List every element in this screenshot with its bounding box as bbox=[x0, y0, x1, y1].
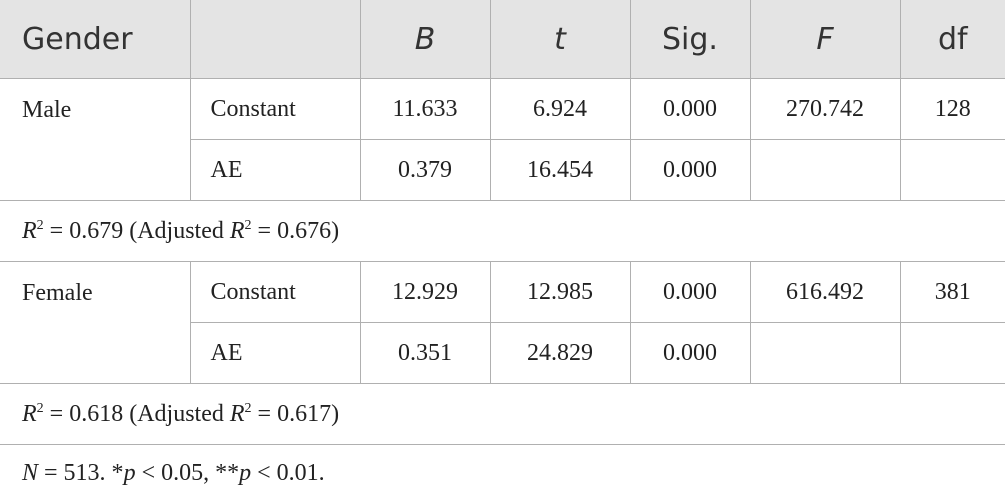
header-cell: t bbox=[489, 0, 631, 79]
text-part: p bbox=[239, 460, 252, 486]
text-part: R bbox=[22, 400, 37, 427]
value-cell: 12.929 bbox=[359, 261, 491, 323]
value-cell: 0.000 bbox=[629, 261, 751, 323]
gender-cell: Male bbox=[0, 78, 191, 201]
value-cell: 616.492 bbox=[749, 261, 901, 323]
value-cell: 11.633 bbox=[359, 78, 491, 140]
value-cell: 381 bbox=[899, 261, 1005, 323]
text-part: N bbox=[22, 460, 39, 486]
value-cell: 0.379 bbox=[359, 139, 491, 201]
text-part: 2 bbox=[244, 217, 252, 233]
gender-cell: Female bbox=[0, 261, 191, 384]
empty-cell bbox=[749, 322, 901, 384]
value-cell: 0.000 bbox=[629, 139, 751, 201]
value-cell: 128 bbox=[899, 78, 1005, 140]
value-cell: 12.985 bbox=[489, 261, 631, 323]
value-cell: 0.000 bbox=[629, 78, 751, 140]
table-body: Male Constant 11.633 6.924 0.000 270.742 128 AE… bbox=[0, 78, 1005, 445]
value-cell: 16.454 bbox=[489, 139, 631, 201]
text-part: 2 bbox=[244, 400, 252, 416]
header-cell: B bbox=[359, 0, 491, 79]
summary-cell: R2 = 0.618 (Adjusted R2 = 0.617) bbox=[0, 383, 1005, 445]
header-cell-blank bbox=[189, 0, 361, 79]
text-part: 2 bbox=[36, 217, 44, 233]
data-row: Female Constant 12.929 12.985 0.000 616.492 38… bbox=[0, 261, 1005, 384]
value-cell: 0.000 bbox=[629, 322, 751, 384]
summary-cell: R2 = 0.679 (Adjusted R2 = 0.676) bbox=[0, 200, 1005, 262]
data-row: Male Constant 11.633 6.924 0.000 270.742 128 bbox=[0, 78, 1005, 201]
text-part: R bbox=[229, 400, 245, 427]
text-part: = 0.676) bbox=[251, 217, 340, 244]
value-cell: 24.829 bbox=[489, 322, 631, 384]
text-part: < 0.05, ** bbox=[135, 460, 240, 486]
row-label: Constant bbox=[189, 78, 361, 140]
text-part: R bbox=[22, 217, 37, 244]
text-part: < 0.01. bbox=[251, 460, 325, 486]
text-part: = 0.679 (Adjusted bbox=[43, 217, 230, 244]
data-row: AE 0.351 24.829 0.000 bbox=[0, 322, 1005, 384]
empty-cell bbox=[899, 322, 1005, 384]
text-part: = 0.618 (Adjusted bbox=[43, 400, 230, 427]
text-part: = 513. * bbox=[38, 460, 124, 486]
empty-cell bbox=[749, 139, 901, 201]
text-part: R bbox=[229, 217, 245, 244]
value-cell: 0.351 bbox=[359, 322, 491, 384]
row-label: Constant bbox=[189, 261, 361, 323]
value-cell: 6.924 bbox=[489, 78, 631, 140]
text-part: = 0.617) bbox=[251, 400, 340, 427]
row-label: AE bbox=[190, 139, 361, 201]
summary-row: R2 = 0.679 (Adjusted R2 = 0.676) bbox=[0, 200, 1005, 262]
row-label: AE bbox=[190, 322, 361, 384]
header-cell: F bbox=[749, 0, 901, 79]
header-cell: Gender bbox=[0, 0, 191, 79]
summary-row: R2 = 0.618 (Adjusted R2 = 0.617) bbox=[0, 383, 1005, 445]
text-part: p bbox=[123, 460, 136, 486]
empty-cell bbox=[899, 139, 1005, 201]
table-note: N = 513. *p < 0.05, **p < 0.01. bbox=[22, 460, 325, 487]
text-part: 2 bbox=[36, 400, 44, 416]
data-row: AE 0.379 16.454 0.000 bbox=[0, 139, 1005, 201]
value-cell: 270.742 bbox=[749, 78, 901, 140]
header-cell: Sig. bbox=[629, 0, 751, 79]
header-cell: df bbox=[899, 0, 1005, 79]
